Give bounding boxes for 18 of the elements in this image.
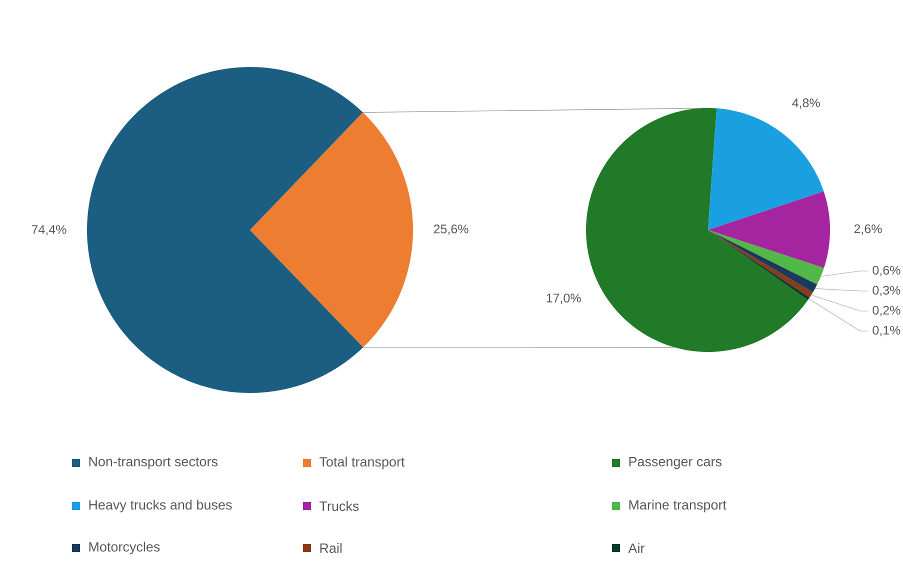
legend-label: Heavy trucks and buses	[89, 500, 232, 512]
legend-label: Trucks	[320, 501, 359, 511]
legend-label: Passenger cars	[629, 456, 722, 470]
data-label: 25,6%	[434, 224, 468, 235]
data-label: 4,8%	[792, 98, 820, 109]
data-label: 0,1%	[872, 326, 900, 336]
data-label: 0,2%	[872, 306, 900, 316]
legend-label: Motorcycles	[89, 542, 160, 554]
legend-label: Air	[628, 543, 644, 553]
data-label: 2,6%	[854, 224, 882, 235]
data-label: 74,4%	[32, 225, 66, 236]
legend-label: Marine transport	[629, 500, 726, 512]
legend-label: Total transport	[320, 456, 405, 470]
legend-label: Non-transport sectors	[89, 456, 218, 470]
data-label: 17,0%	[546, 294, 581, 304]
legend-label: Rail	[320, 543, 342, 553]
data-label: 0,6%	[872, 266, 900, 276]
data-label: 0,3%	[872, 286, 900, 296]
